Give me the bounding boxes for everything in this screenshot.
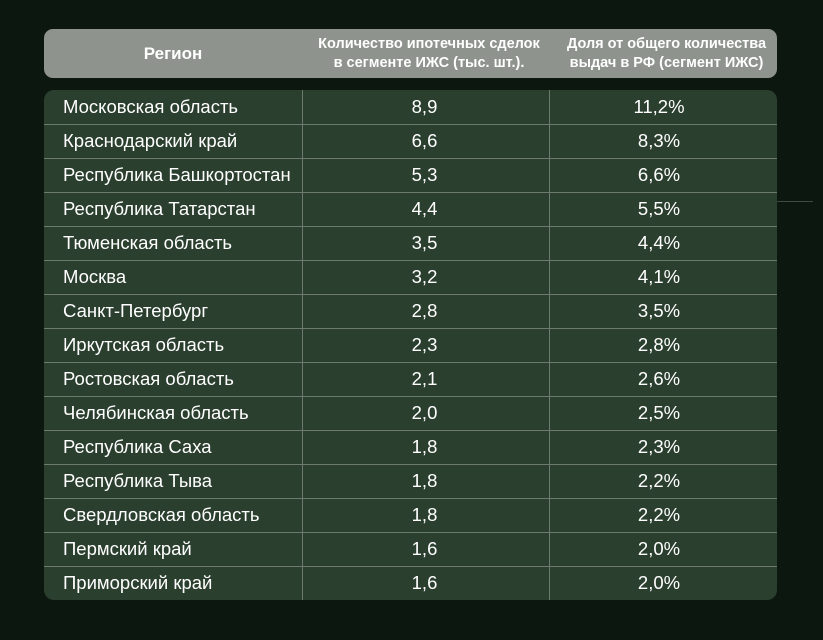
- table-row: Приморский край 1,6 2,0%: [44, 566, 777, 600]
- share-cell: 8,3%: [637, 130, 681, 151]
- share-cell: 2,0%: [637, 572, 681, 593]
- row-divider: [44, 226, 777, 227]
- table-row: Свердловская область 1,8 2,2%: [44, 498, 777, 532]
- column-divider: [549, 90, 550, 600]
- table-row: Краснодарский край 6,6 8,3%: [44, 124, 777, 158]
- count-cell: 2,1: [411, 368, 438, 389]
- count-cell: 1,8: [411, 504, 438, 525]
- share-cell: 2,3%: [637, 436, 681, 457]
- table-row: Ростовская область 2,1 2,6%: [44, 362, 777, 396]
- header-share: Доля от общего количества выдач в РФ (се…: [566, 35, 767, 71]
- row-divider: [44, 566, 777, 567]
- row-divider: [44, 124, 777, 125]
- row-divider: [44, 362, 777, 363]
- count-cell: 2,0: [411, 402, 438, 423]
- count-cell: 2,3: [411, 334, 438, 355]
- share-cell: 2,0%: [637, 538, 681, 559]
- share-cell: 11,2%: [633, 96, 685, 117]
- region-cell: Иркутская область: [63, 334, 225, 355]
- count-cell: 3,5: [411, 232, 438, 253]
- region-cell: Санкт-Петербург: [63, 300, 209, 321]
- row-divider: [44, 294, 777, 295]
- share-cell: 6,6%: [637, 164, 681, 185]
- count-cell: 8,9: [411, 96, 438, 117]
- table-row: Москва 3,2 4,1%: [44, 260, 777, 294]
- share-cell: 4,1%: [637, 266, 681, 287]
- share-cell: 2,2%: [637, 504, 681, 525]
- count-cell: 2,8: [411, 300, 438, 321]
- table-row: Санкт-Петербург 2,8 3,5%: [44, 294, 777, 328]
- count-cell: 1,6: [411, 538, 438, 559]
- row-divider: [44, 260, 777, 261]
- count-cell: 6,6: [411, 130, 438, 151]
- table-row: Республика Тыва 1,8 2,2%: [44, 464, 777, 498]
- table-row: Республика Саха 1,8 2,3%: [44, 430, 777, 464]
- header-deal-count: Количество ипотечных сделок в сегменте И…: [318, 35, 540, 71]
- region-cell: Тюменская область: [63, 232, 233, 253]
- table-header: Регион Количество ипотечных сделок в сег…: [44, 29, 777, 78]
- region-cell: Приморский край: [63, 572, 213, 593]
- table-row: Тюменская область 3,5 4,4%: [44, 226, 777, 260]
- count-cell: 1,8: [411, 470, 438, 491]
- table-row: Иркутская область 2,3 2,8%: [44, 328, 777, 362]
- header-region: Регион: [143, 43, 203, 63]
- row-divider: [44, 158, 777, 159]
- table-row: Пермский край 1,6 2,0%: [44, 532, 777, 566]
- region-cell: Республика Тыва: [63, 470, 213, 491]
- row-divider: [44, 192, 777, 193]
- region-cell: Республика Саха: [63, 436, 212, 457]
- table-row: Республика Татарстан 4,4 5,5%: [44, 192, 777, 226]
- region-cell: Москва: [63, 266, 127, 287]
- row-divider: [44, 498, 777, 499]
- share-cell: 4,4%: [637, 232, 681, 253]
- divider: [777, 201, 813, 202]
- region-cell: Пермский край: [63, 538, 192, 559]
- row-divider: [44, 430, 777, 431]
- region-cell: Свердловская область: [63, 504, 260, 525]
- region-cell: Московская область: [63, 96, 239, 117]
- region-cell: Челябинская область: [63, 402, 249, 423]
- table-row: Республика Башкортостан 5,3 6,6%: [44, 158, 777, 192]
- row-divider: [44, 328, 777, 329]
- column-divider: [302, 90, 303, 600]
- table-row: Московская область 8,9 11,2%: [44, 90, 777, 124]
- region-cell: Республика Башкортостан: [63, 164, 291, 185]
- share-cell: 2,5%: [637, 402, 681, 423]
- share-cell: 2,8%: [637, 334, 681, 355]
- row-divider: [44, 532, 777, 533]
- count-cell: 1,8: [411, 436, 438, 457]
- share-cell: 5,5%: [637, 198, 681, 219]
- count-cell: 5,3: [411, 164, 438, 185]
- data-table: Московская область 8,9 11,2% Краснодарский …: [44, 90, 777, 600]
- count-cell: 4,4: [411, 198, 438, 219]
- count-cell: 3,2: [411, 266, 438, 287]
- row-divider: [44, 464, 777, 465]
- region-cell: Республика Татарстан: [63, 198, 256, 219]
- region-cell: Краснодарский край: [63, 130, 238, 151]
- table-row: Челябинская область 2,0 2,5%: [44, 396, 777, 430]
- share-cell: 3,5%: [637, 300, 681, 321]
- region-cell: Ростовская область: [63, 368, 234, 389]
- share-cell: 2,6%: [637, 368, 681, 389]
- share-cell: 2,2%: [637, 470, 681, 491]
- count-cell: 1,6: [411, 572, 438, 593]
- row-divider: [44, 396, 777, 397]
